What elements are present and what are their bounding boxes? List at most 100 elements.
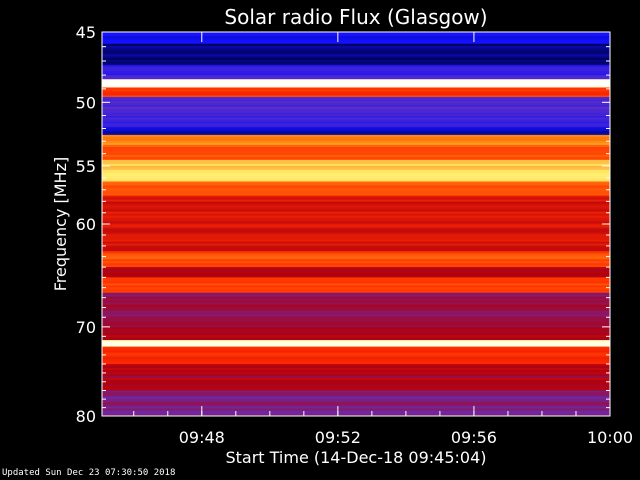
band-row — [102, 414, 610, 416]
band-row — [102, 165, 610, 169]
y-tick-label: 70 — [76, 318, 96, 337]
band-row — [102, 193, 610, 196]
frequency-band — [102, 390, 610, 416]
band-row — [102, 363, 610, 367]
band-row — [102, 304, 610, 308]
frequency-band — [102, 32, 610, 45]
band-row — [102, 235, 610, 238]
band-row — [102, 173, 610, 177]
band-row — [102, 227, 610, 230]
band-row — [102, 102, 610, 106]
band-row — [102, 140, 610, 144]
band-row — [102, 410, 610, 413]
band-row — [102, 144, 610, 148]
band-row — [102, 251, 610, 254]
band-row — [102, 215, 610, 218]
band-row — [102, 323, 610, 326]
frequency-band — [102, 277, 610, 294]
band-row — [102, 189, 610, 192]
band-row — [102, 112, 610, 116]
band-row — [102, 350, 610, 354]
band-row — [102, 154, 610, 158]
y-tick-label: 55 — [76, 157, 96, 176]
band-row — [102, 381, 610, 385]
band-row — [102, 225, 610, 228]
band-row — [102, 197, 610, 200]
band-row — [102, 302, 610, 306]
frequency-band — [102, 292, 610, 318]
band-row — [102, 119, 610, 122]
band-row — [102, 131, 610, 134]
band-row — [102, 69, 610, 72]
y-tick-label: 45 — [76, 23, 96, 42]
band-row — [102, 79, 610, 82]
band-row — [102, 287, 610, 290]
chart-title: Solar radio Flux (Glasgow) — [224, 5, 487, 29]
band-row — [102, 308, 610, 312]
band-row — [102, 385, 610, 389]
band-row — [102, 321, 610, 324]
band-row — [102, 59, 610, 63]
band-row — [102, 358, 610, 362]
frequency-band — [102, 181, 610, 196]
frequency-band — [102, 363, 610, 391]
band-row — [102, 346, 610, 350]
band-row — [102, 400, 610, 403]
band-row — [102, 354, 610, 358]
band-row — [102, 138, 610, 142]
band-row — [102, 237, 610, 240]
band-row — [102, 95, 610, 98]
band-row — [102, 85, 610, 88]
x-axis-label: Start Time (14-Dec-18 09:45:04) — [225, 448, 486, 467]
x-tick-label: 09:48 — [179, 428, 225, 447]
band-row — [102, 211, 610, 214]
band-row — [102, 205, 610, 208]
band-row — [102, 38, 610, 41]
y-axis-label: Frequency [MHz] — [51, 157, 70, 291]
band-row — [102, 158, 610, 161]
band-row — [102, 71, 610, 74]
band-row — [102, 57, 610, 61]
band-row — [102, 117, 610, 120]
band-row — [102, 398, 610, 401]
band-row — [102, 371, 610, 375]
band-row — [102, 81, 610, 84]
band-row — [102, 34, 610, 37]
band-row — [102, 159, 610, 163]
band-row — [102, 396, 610, 399]
frequency-band — [102, 79, 610, 88]
band-row — [102, 125, 610, 128]
band-row — [102, 277, 610, 280]
band-row — [102, 42, 610, 45]
frequency-band — [102, 346, 610, 365]
band-row — [102, 281, 610, 284]
band-row — [102, 89, 610, 92]
band-row — [102, 156, 610, 160]
band-row — [102, 146, 610, 150]
band-row — [102, 219, 610, 222]
x-tick-label: 09:56 — [451, 428, 497, 447]
band-row — [102, 369, 610, 373]
band-row — [102, 49, 610, 53]
frequency-band — [102, 267, 610, 278]
band-row — [102, 291, 610, 294]
band-row — [102, 207, 610, 210]
band-row — [102, 201, 610, 204]
band-row — [102, 342, 610, 345]
band-row — [102, 294, 610, 298]
band-row — [102, 375, 610, 379]
band-row — [102, 152, 610, 156]
frequency-band — [102, 251, 610, 268]
band-row — [102, 183, 610, 186]
y-tick-label: 50 — [76, 93, 96, 112]
band-row — [102, 61, 610, 65]
band-row — [102, 45, 610, 49]
band-row — [102, 32, 610, 35]
band-row — [102, 365, 610, 369]
band-row — [102, 383, 610, 387]
band-row — [102, 352, 610, 356]
band-row — [102, 325, 610, 328]
band-row — [102, 106, 610, 110]
band-row — [102, 51, 610, 55]
band-row — [102, 317, 610, 320]
